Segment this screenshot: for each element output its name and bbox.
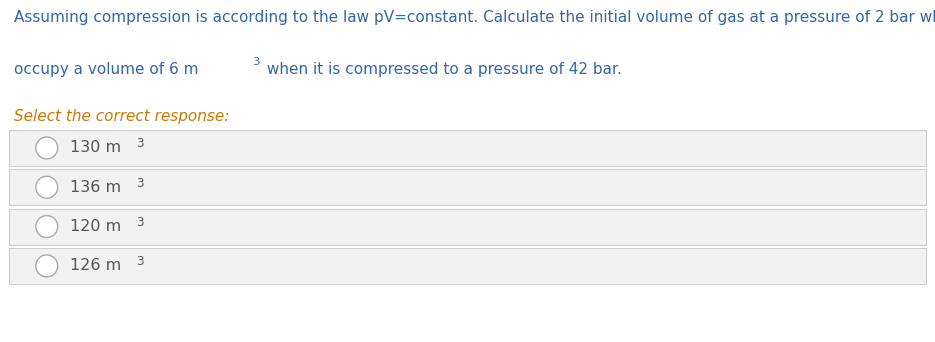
FancyBboxPatch shape	[9, 130, 926, 166]
FancyBboxPatch shape	[9, 209, 926, 245]
Text: when it is compressed to a pressure of 42 bar.: when it is compressed to a pressure of 4…	[262, 62, 622, 77]
FancyBboxPatch shape	[9, 248, 926, 284]
Text: occupy a volume of 6 m: occupy a volume of 6 m	[14, 62, 198, 77]
Text: 120 m: 120 m	[70, 219, 122, 234]
Text: 126 m: 126 m	[70, 259, 122, 273]
Text: 3: 3	[137, 216, 144, 229]
Text: 3: 3	[137, 255, 144, 268]
Text: 130 m: 130 m	[70, 141, 122, 155]
Ellipse shape	[36, 255, 58, 277]
Text: 136 m: 136 m	[70, 180, 122, 195]
Ellipse shape	[36, 137, 58, 159]
Ellipse shape	[36, 216, 58, 238]
Text: Select the correct response:: Select the correct response:	[14, 109, 229, 124]
Text: 3: 3	[137, 176, 144, 190]
Text: Assuming compression is according to the law pV=constant. Calculate the initial : Assuming compression is according to the…	[14, 10, 935, 25]
Ellipse shape	[36, 176, 58, 198]
Text: 3: 3	[137, 137, 144, 150]
FancyBboxPatch shape	[9, 169, 926, 205]
Text: 3: 3	[252, 57, 260, 67]
